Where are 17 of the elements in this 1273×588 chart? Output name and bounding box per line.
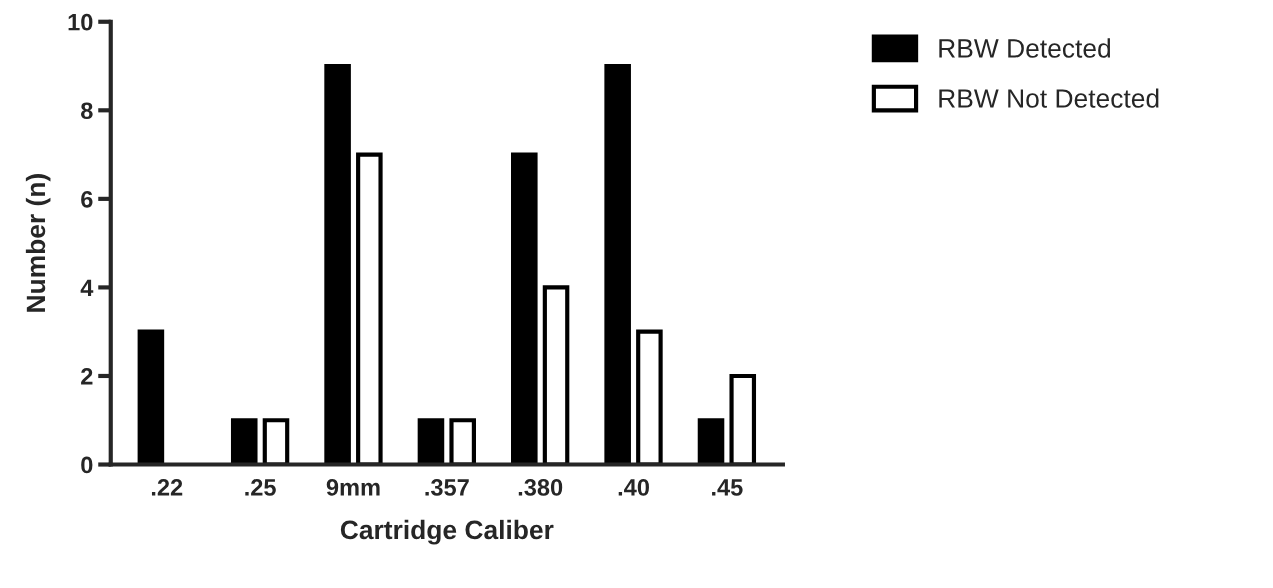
y-axis-title: Number (n) [25,174,51,312]
y-tick-label: 6 [81,190,93,208]
x-tick-label: 9mm [326,479,380,496]
y-tick-label: 8 [81,102,93,120]
y-tick-label: 4 [80,279,94,296]
x-tick-label: .357 [425,479,469,496]
y-tick-label: 0 [81,456,93,474]
x-tick-label: .380 [518,479,563,496]
x-axis-title: Cartridge Caliber [340,519,554,545]
legend-label: RBW Not Detected [939,88,1159,108]
x-tick-label: .22 [151,479,183,496]
x-tick-label: .45 [712,479,743,496]
y-tick-label: 2 [81,368,93,385]
x-tick-label: .40 [618,479,649,496]
x-tick-label: .25 [245,479,276,496]
legend-label: RBW Detected [939,38,1111,58]
y-tick-label: 10 [68,13,93,31]
